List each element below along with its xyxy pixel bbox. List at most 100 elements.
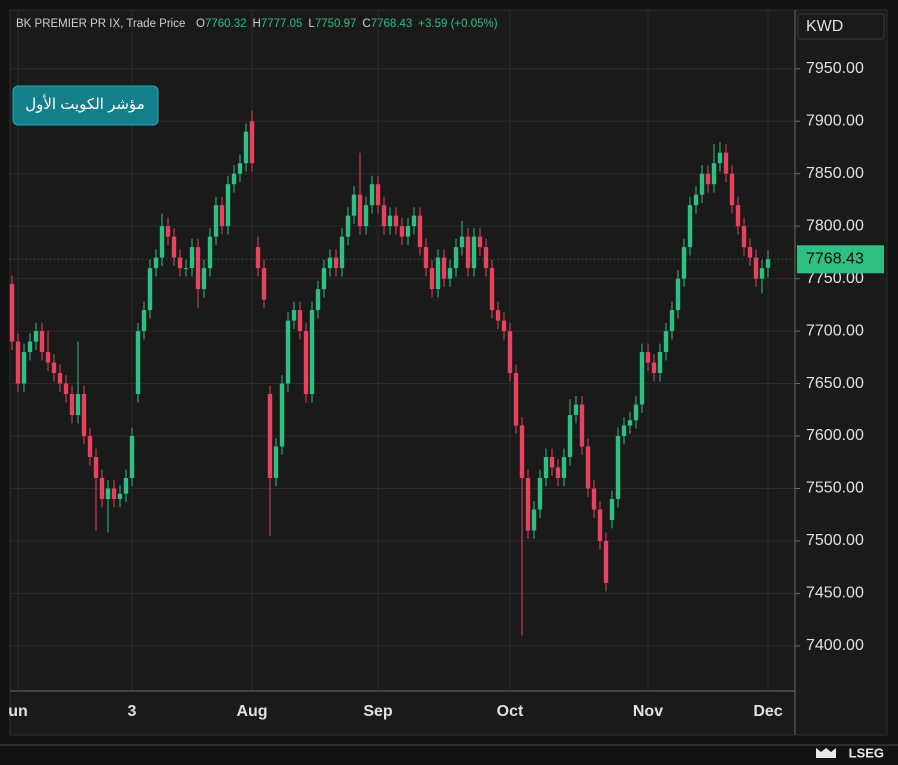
candle-body (759, 268, 765, 279)
candle-body (345, 215, 351, 237)
ohlc-letter: L (308, 18, 315, 30)
candle-body (327, 257, 333, 269)
candle-body (357, 194, 363, 227)
candle-body (507, 331, 513, 374)
candle-body (519, 425, 525, 478)
candle-body (447, 268, 453, 279)
candle-body (687, 205, 693, 248)
y-tick-label: 7650.00 (806, 375, 864, 392)
candle-body (75, 394, 81, 416)
candle-body (477, 236, 483, 248)
candle-body (123, 477, 129, 494)
candle-body (279, 383, 285, 447)
candle-body (189, 247, 195, 269)
candle-body (681, 247, 687, 279)
candle-body (9, 283, 15, 342)
candle-body (513, 373, 519, 426)
candle-body (99, 477, 105, 499)
candle-body (429, 268, 435, 290)
candle-body (51, 362, 57, 374)
candle-body (33, 331, 39, 342)
candle-body (117, 493, 123, 499)
candle-body (543, 457, 549, 478)
candle-body (495, 310, 501, 321)
candle-body (387, 215, 393, 227)
candle-body (633, 404, 639, 421)
candle-body (207, 236, 213, 269)
y-tick-label: 7850.00 (806, 165, 864, 182)
candle-body (729, 173, 735, 206)
candle-body (411, 215, 417, 227)
candle-body (267, 394, 273, 478)
candle-body (27, 341, 33, 353)
candle-body (417, 215, 423, 248)
candle-body (441, 257, 447, 279)
currency[interactable]: KWD (806, 18, 843, 35)
ohlc-legend: O7760.32 H7777.05 L7750.97 C7768.43 +3.59 (+… (196, 18, 498, 30)
y-tick-label: 7550.00 (806, 480, 864, 497)
candle-body (129, 436, 135, 478)
candle-body (111, 488, 117, 499)
ohlc-letter: H (253, 18, 261, 30)
last-price-label: 7768.43 (806, 251, 864, 268)
candle-body (579, 404, 585, 447)
candle-body (135, 331, 141, 395)
candle-body (219, 205, 225, 227)
grid (10, 10, 800, 691)
candle-body (573, 404, 579, 416)
x-tick-label: Sep (363, 703, 393, 720)
candle-body (597, 509, 603, 541)
candle-body (273, 446, 279, 478)
candle-body (285, 320, 291, 384)
y-tick-label: 7600.00 (806, 427, 864, 444)
labels: 7400.00 7450.00 7500.00 7550.00 7600.00 7650.… (8, 60, 884, 720)
candle-body (39, 331, 45, 353)
candle-body (621, 425, 627, 437)
currency-box[interactable] (797, 13, 885, 40)
candle-body (693, 194, 699, 206)
x-tick-label: Nov (633, 703, 663, 720)
y-tick-label: 7400.00 (806, 637, 864, 654)
candle-body (237, 163, 243, 174)
candle-body (15, 341, 21, 384)
candle-body (195, 247, 201, 290)
candle-body (291, 310, 297, 321)
candle-body (651, 362, 657, 374)
panel (9, 9, 888, 736)
candle-body (177, 257, 183, 269)
x-tick-label: Aug (236, 703, 267, 720)
candle-body (555, 467, 561, 478)
candle-body (561, 457, 567, 478)
x-tick-label: Oct (497, 703, 524, 720)
candle-body (351, 194, 357, 216)
candle-body (735, 205, 741, 227)
x-tick-label: 3 (128, 703, 137, 720)
candle-body (339, 236, 345, 269)
candle-body (591, 488, 597, 510)
candle-body (609, 498, 615, 520)
candle-body (465, 236, 471, 269)
candle-body (471, 236, 477, 269)
candle-body (21, 352, 27, 384)
y-tick-label: 7500.00 (806, 532, 864, 549)
candle-body (369, 184, 375, 206)
candle-body (261, 268, 267, 300)
candle-body (255, 247, 261, 269)
candle-body (159, 226, 165, 258)
candle-body (363, 205, 369, 227)
candle-body (423, 247, 429, 269)
candle-body (699, 173, 705, 195)
candle-body (537, 477, 543, 510)
candle-body (657, 352, 663, 374)
annotation: مؤشر الكويت الأول (25, 94, 145, 113)
candle-body (165, 226, 171, 237)
candle-body (321, 268, 327, 290)
candle-body (57, 373, 63, 384)
y-tick-label: 7800.00 (806, 217, 864, 234)
candle-body (81, 394, 87, 437)
candle-body (717, 152, 723, 164)
ohlc-letter: C (362, 18, 370, 30)
candle-body (297, 310, 303, 332)
candle-body (399, 226, 405, 237)
candle-body (663, 331, 669, 353)
